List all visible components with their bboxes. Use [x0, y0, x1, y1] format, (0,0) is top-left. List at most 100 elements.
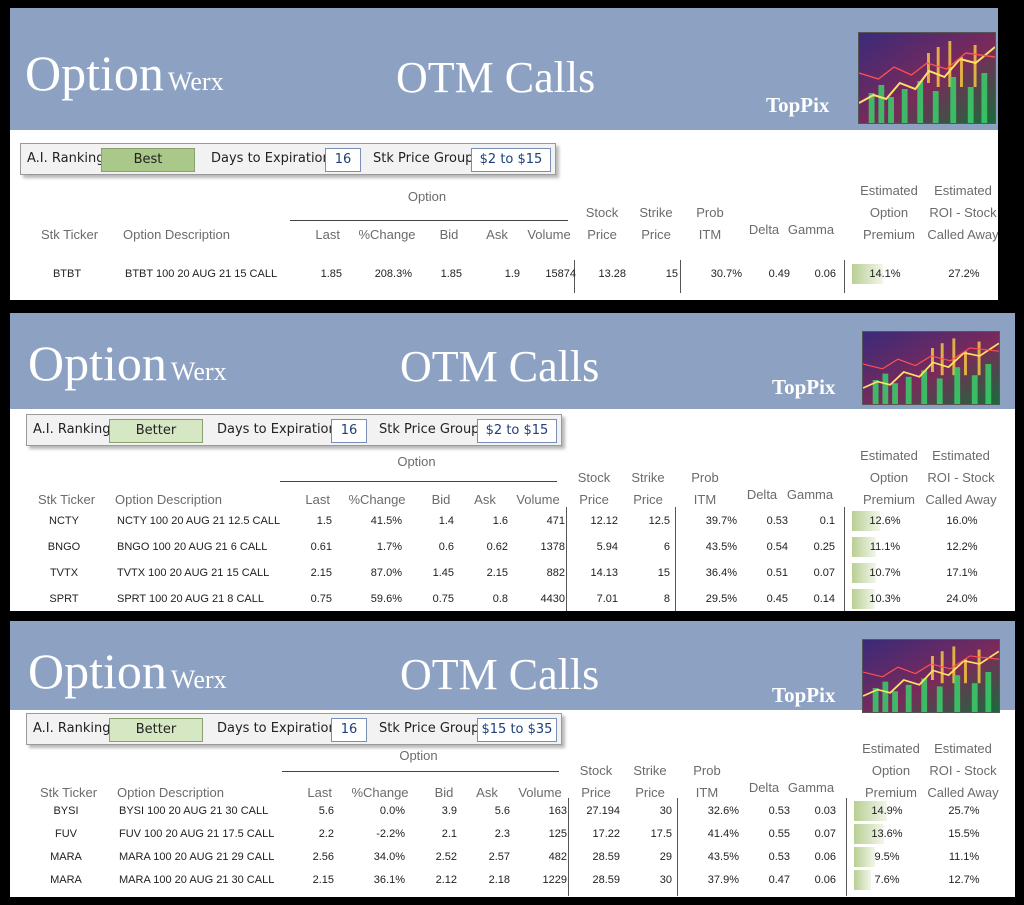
cell-ticker: FUV [55, 828, 77, 840]
premium-data-bar [852, 537, 876, 557]
cell-delta: 0.45 [766, 593, 788, 605]
cell-delta: 0.51 [766, 567, 788, 579]
cell-stock-price: 14.13 [590, 567, 618, 579]
cell-last: 5.6 [318, 805, 334, 817]
cell-gamma: 0.1 [819, 515, 835, 527]
cell-bid: 2.12 [435, 874, 457, 886]
col-prob-itm-line-1: Prob [691, 470, 719, 485]
cell-prob-itm: 39.7% [705, 515, 737, 527]
cell-strike-price: 15 [665, 268, 678, 280]
col-change: %Change [351, 785, 409, 800]
col-est-roi-line-1: Estimated [934, 741, 992, 756]
days-to-expiration-value[interactable]: 16 [325, 148, 361, 172]
col-gamma: Gamma [787, 780, 835, 795]
col-prob-itm-line-2: ITM [695, 785, 719, 800]
cell-ask: 1.6 [492, 515, 508, 527]
col-est-roi-line-2: ROI - Stock [929, 205, 997, 220]
col-est-roi-line-2: ROI - Stock [929, 763, 997, 778]
cell-premium: 14.1% [869, 268, 901, 280]
col-strike-price-line-2: Price [635, 785, 665, 800]
col-stock-price-line-1: Stock [577, 470, 611, 485]
col-est-premium-line-3: Premium [864, 785, 917, 800]
col-est-roi-line-1: Estimated [932, 448, 990, 463]
cell-premium: 7.6% [874, 874, 900, 886]
cell-bid: 1.45 [432, 567, 454, 579]
cell-option-description: BTBT 100 20 AUG 21 15 CALL [125, 268, 278, 280]
cell-delta: 0.53 [768, 851, 790, 863]
col-est-premium-line-2: Option [871, 763, 911, 778]
cell-ask: 2.15 [486, 567, 508, 579]
cell-ask: 0.8 [492, 593, 508, 605]
cell-stock-price: 27.194 [586, 805, 620, 817]
premium-data-bar [854, 870, 871, 890]
cell-stock-price: 5.94 [596, 541, 618, 553]
cell-strike-price: 6 [663, 541, 670, 553]
cell-volume: 15874 [545, 268, 576, 280]
premium-data-bar [854, 847, 875, 867]
option-group-header: Option [397, 454, 436, 469]
cell-prob-itm: 30.7% [710, 268, 742, 280]
cell-bid: 1.85 [440, 268, 462, 280]
col-last: Last [315, 227, 340, 242]
cell-strike-price: 30 [659, 874, 672, 886]
cell-change: 208.3% [374, 268, 412, 280]
col-bid: Bid [431, 492, 451, 507]
days-to-expiration-value[interactable]: 16 [331, 419, 367, 443]
cell-volume: 4430 [540, 593, 565, 605]
days-to-expiration-value[interactable]: 16 [331, 718, 367, 742]
cell-premium: 12.6% [869, 515, 901, 527]
column-separator [574, 260, 575, 293]
option-group-header: Option [407, 189, 447, 204]
col-prob-itm-line-1: Prob [696, 205, 724, 220]
cell-prob-itm: 43.5% [705, 541, 737, 553]
cell-gamma: 0.07 [813, 567, 835, 579]
col-stk-ticker: Stk Ticker [40, 785, 98, 800]
cell-change: 41.5% [370, 515, 402, 527]
col-change: %Change [348, 492, 406, 507]
cell-delta: 0.53 [766, 515, 788, 527]
cell-option-description: FUV 100 20 AUG 21 17.5 CALL [119, 828, 275, 840]
col-volume: Volume [518, 785, 562, 800]
col-stk-ticker: Stk Ticker [41, 227, 99, 242]
cell-bid: 2.1 [441, 828, 457, 840]
cell-premium: 14.9% [871, 805, 903, 817]
cell-prob-itm: 29.5% [705, 593, 737, 605]
col-strike-price-line-1: Strike [631, 470, 665, 485]
cell-roi: 17.1% [946, 567, 978, 579]
cell-prob-itm: 32.6% [707, 805, 739, 817]
cell-delta: 0.49 [768, 268, 790, 280]
brand-name: Option [28, 335, 167, 391]
option-group-rule [290, 220, 568, 221]
cell-ask: 0.62 [486, 541, 508, 553]
ai-ranking-value[interactable]: Best [101, 148, 195, 172]
col-delta: Delta [746, 487, 778, 502]
col-est-premium-line-1: Estimated [860, 448, 918, 463]
col-delta: Delta [748, 222, 780, 237]
ai-ranking-label: A.I. Ranking - [33, 422, 120, 437]
option-group-rule [280, 481, 557, 482]
cell-option-description: TVTX 100 20 AUG 21 15 CALL [117, 567, 270, 579]
brand-name: Option [25, 45, 164, 101]
col-change: %Change [358, 227, 416, 242]
cell-gamma: 0.06 [814, 268, 836, 280]
ai-ranking-label: A.I. Ranking - [27, 151, 114, 166]
cell-ticker: MARA [50, 851, 82, 863]
col-est-premium-line-1: Estimated [862, 741, 920, 756]
brand-logo: Option Werx [25, 48, 224, 98]
stk-price-group-value[interactable]: $2 to $15 [477, 419, 557, 443]
stk-price-group-value[interactable]: $15 to $35 [477, 718, 557, 742]
ai-ranking-value[interactable]: Better [109, 718, 203, 742]
filter-bar: A.I. Ranking - Better Days to Expiration -… [26, 414, 562, 446]
col-strike-price-line-2: Price [641, 227, 671, 242]
cell-premium: 9.5% [874, 851, 900, 863]
cell-change: 1.7% [376, 541, 402, 553]
cell-volume: 163 [548, 805, 567, 817]
cell-bid: 0.75 [432, 593, 454, 605]
cell-ask: 2.3 [494, 828, 510, 840]
cell-prob-itm: 41.4% [707, 828, 739, 840]
ai-ranking-value[interactable]: Better [109, 419, 203, 443]
cell-delta: 0.55 [768, 828, 790, 840]
premium-cell: 14.1% [852, 264, 918, 284]
stk-price-group-value[interactable]: $2 to $15 [471, 148, 551, 172]
cell-ticker: MARA [50, 874, 82, 886]
